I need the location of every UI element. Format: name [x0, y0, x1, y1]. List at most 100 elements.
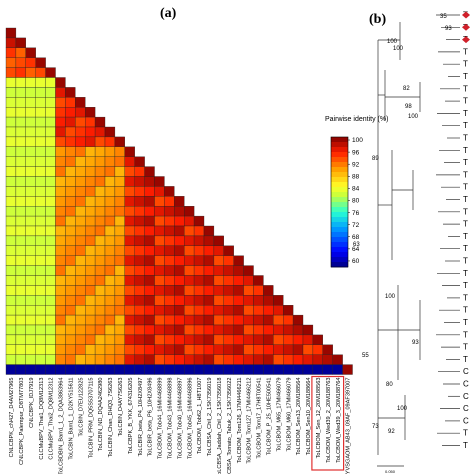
colorbar-segment — [331, 237, 348, 243]
heatmap-cell — [184, 305, 195, 316]
heatmap-cell — [174, 344, 185, 355]
heatmap-cell — [94, 126, 106, 138]
heatmap-cell — [184, 364, 195, 375]
sequence-label: ToLCBPK_B_YKK_674316205 — [128, 378, 134, 455]
sequence-label: ToLCBOM_Wed39_3_20M188764 — [336, 378, 342, 463]
heatmap-cell — [134, 305, 145, 316]
heatmap-cell — [55, 285, 66, 296]
heatmap-cell — [15, 285, 26, 296]
heatmap-cell — [35, 57, 46, 68]
heatmap-cell — [174, 196, 185, 207]
heatmap-cell — [55, 314, 66, 326]
bootstrap-value: 100 — [393, 46, 404, 52]
heatmap-cell — [55, 225, 66, 237]
heatmap-cell — [184, 285, 195, 296]
heatmap-cell — [134, 176, 145, 187]
heatmap-cell — [144, 206, 155, 217]
heatmap-cell — [233, 314, 244, 326]
colorbar-tick-label: 76 — [352, 210, 360, 217]
heatmap-cell — [25, 146, 36, 157]
heatmap-cell — [35, 245, 46, 256]
heatmap-cell — [75, 196, 86, 207]
heatmap-cell — [94, 324, 106, 336]
heatmap-cell — [25, 225, 36, 237]
heatmap-cell — [243, 364, 254, 375]
heatmap-cell — [5, 37, 17, 48]
heatmap-cell — [203, 364, 215, 375]
heatmap-cell — [144, 354, 155, 365]
sequence-label: ToLCBDBIN_Bam1_1_2_DQA3863964 — [59, 378, 65, 474]
heatmap-cell — [144, 176, 155, 187]
heatmap-cell — [203, 324, 215, 336]
heatmap-cell — [94, 285, 106, 296]
heatmap-cell — [164, 245, 175, 256]
heatmap-cell — [243, 305, 254, 316]
heatmap-cell — [85, 116, 96, 128]
heatmap-cell — [55, 275, 66, 286]
colorbar-segment — [331, 197, 348, 203]
sequence-label: ToLCBOM_M65_17MI466079 — [276, 378, 282, 452]
heatmap-cell — [184, 295, 195, 306]
heatmap-cell — [5, 314, 17, 326]
heatmap-cell — [184, 235, 195, 246]
sequence-label: ToLCBOM_M60_17MI466079 — [286, 378, 292, 452]
heatmap-cell — [85, 285, 96, 296]
heatmap-cell — [193, 245, 205, 256]
heatmap-cell — [134, 314, 145, 326]
heatmap-cell — [85, 225, 96, 237]
heatmap-cell — [65, 344, 76, 355]
bootstrap-value: 55 — [362, 353, 369, 359]
heatmap-cell — [124, 324, 135, 336]
heatmap-cell — [65, 107, 76, 118]
heatmap-cell — [174, 314, 185, 326]
heatmap-cell — [45, 166, 56, 177]
heatmap-cell — [45, 305, 56, 316]
heatmap-cell — [35, 285, 46, 296]
heatmap-cell — [144, 225, 155, 237]
heatmap-cell — [164, 255, 175, 266]
heatmap-cell — [85, 275, 96, 286]
heatmap-cell — [5, 87, 17, 98]
heatmap-cell — [35, 354, 46, 365]
heatmap-cell — [124, 344, 135, 355]
heatmap-cell — [184, 206, 195, 217]
heatmap-cell — [302, 344, 314, 355]
heatmap-cell — [85, 166, 96, 177]
colorbar-segment — [331, 162, 348, 168]
tree-leaf-label: T — [463, 318, 468, 327]
sequence-label: ToLCBOM_Tom127_17MI4466212 — [247, 378, 253, 464]
heatmap-cell — [144, 314, 155, 326]
heatmap-cell — [164, 275, 175, 286]
heatmap-cell — [55, 136, 66, 147]
heatmap-cell — [15, 107, 26, 118]
colorbar-tick-label: 92 — [352, 161, 360, 168]
heatmap-cell — [203, 255, 215, 266]
heatmap-cell — [144, 255, 155, 266]
heatmap-cell — [312, 354, 323, 365]
sequence-label: ToLCBSA_Jaddah_Chil_2_1SK7356018 — [217, 378, 223, 474]
heatmap-cell — [25, 176, 36, 187]
heatmap-cell — [223, 285, 234, 296]
heatmap-cell — [55, 116, 66, 128]
heatmap-cell — [233, 275, 244, 286]
heatmap-cell — [174, 225, 185, 237]
heatmap-cell — [124, 255, 135, 266]
heatmap-cell — [203, 334, 215, 345]
heatmap-cell — [233, 305, 244, 316]
heatmap-cell — [124, 295, 135, 306]
heatmap-cell — [193, 364, 205, 375]
heatmap-cell — [233, 295, 244, 306]
heatmap-cell — [124, 176, 135, 187]
heatmap-cell — [85, 146, 96, 157]
colorbar-tick-label: 72 — [352, 222, 360, 229]
heatmap-cell — [45, 206, 56, 217]
heatmap-cell — [134, 196, 145, 207]
heatmap-cell — [223, 265, 234, 276]
identity-colorbar: 100 96 92 88 84 80 76 72 68 64 60 — [330, 136, 363, 268]
heatmap-cell — [94, 364, 106, 375]
heatmap-cell — [174, 275, 185, 286]
heatmap-cell — [154, 186, 165, 197]
heatmap-cell — [15, 67, 26, 78]
heatmap-cell — [174, 245, 185, 256]
heatmap-cell — [114, 166, 125, 177]
